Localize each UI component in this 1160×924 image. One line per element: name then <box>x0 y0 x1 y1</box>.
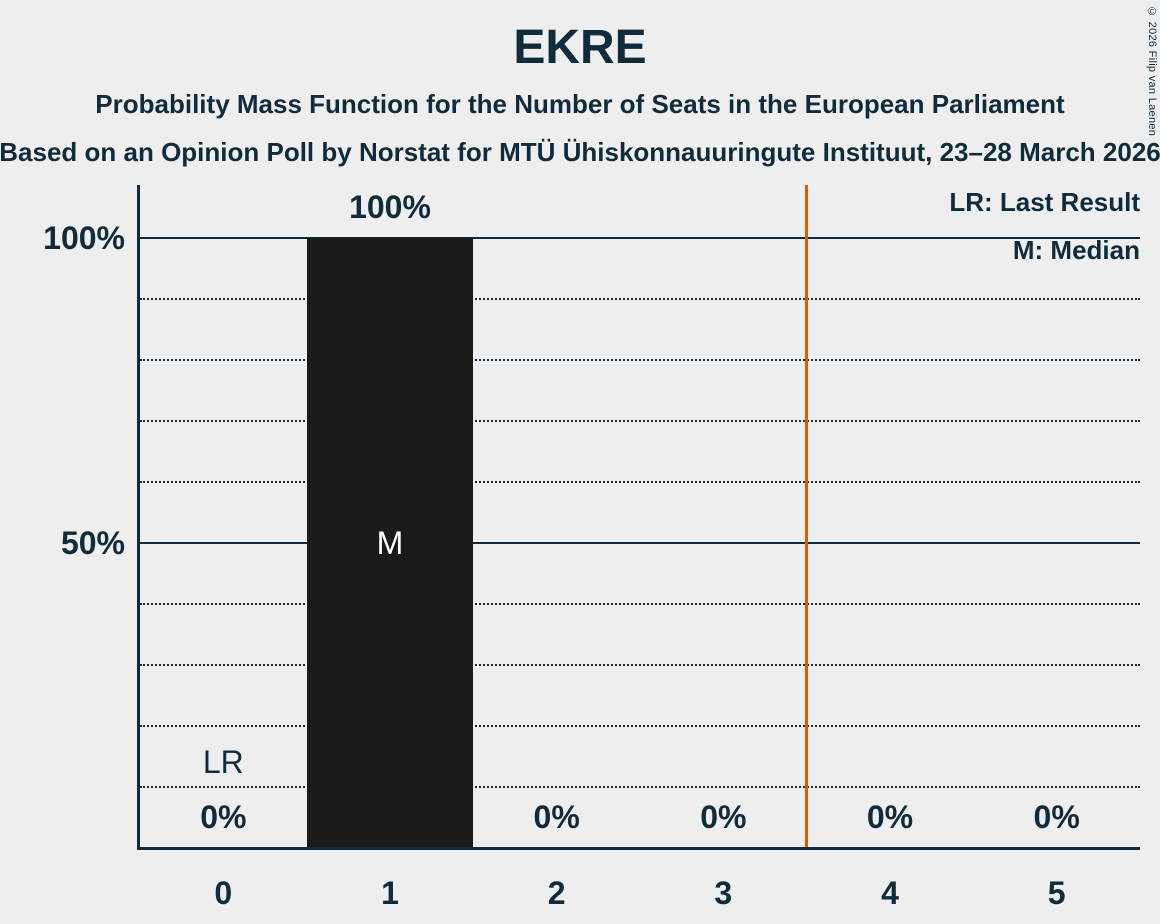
legend-last-result: LR: Last Result <box>949 187 1140 217</box>
y-axis-label: 100% <box>43 220 125 256</box>
median-marker: M <box>376 525 404 561</box>
gridline-solid <box>140 542 1140 544</box>
y-axis-line <box>137 185 140 848</box>
gridline-dotted <box>140 420 1140 422</box>
copyright-notice: © 2026 Filip van Laenen <box>1146 6 1158 137</box>
x-axis-label: 5 <box>1047 875 1066 911</box>
bar-value-label: 0% <box>866 799 914 835</box>
bar-value-label: 0% <box>533 799 580 835</box>
last-result-marker: LR <box>202 744 244 780</box>
x-axis-line <box>137 847 1140 850</box>
bar-value-label: 100% <box>349 189 431 225</box>
bar-value-label: 0% <box>200 799 247 835</box>
x-axis-label: 4 <box>881 875 899 911</box>
gridline-dotted <box>140 603 1140 605</box>
bar <box>306 238 474 848</box>
gridline-dotted <box>140 786 1140 788</box>
threshold-line <box>805 185 809 848</box>
bar-value-label: 0% <box>700 799 747 835</box>
chart-title: EKRE <box>513 21 647 74</box>
x-axis-label: 0 <box>214 875 233 911</box>
x-axis-label: 3 <box>714 875 733 911</box>
x-axis-label: 2 <box>547 875 566 911</box>
legend-median: M: Median <box>1012 235 1140 265</box>
gridline-dotted <box>140 481 1140 483</box>
gridline-dotted <box>140 664 1140 666</box>
gridline-dotted <box>140 359 1140 361</box>
x-axis-label: 1 <box>381 875 399 911</box>
gridline-dotted <box>140 298 1140 300</box>
bar-value-label: 0% <box>1033 799 1080 835</box>
chart-source-line: Based on an Opinion Poll by Norstat for … <box>0 137 1160 167</box>
gridline-dotted <box>140 725 1140 727</box>
y-axis-label: 50% <box>60 525 125 561</box>
gridline-solid <box>140 237 1140 239</box>
chart-subtitle: Probability Mass Function for the Number… <box>95 89 1065 119</box>
